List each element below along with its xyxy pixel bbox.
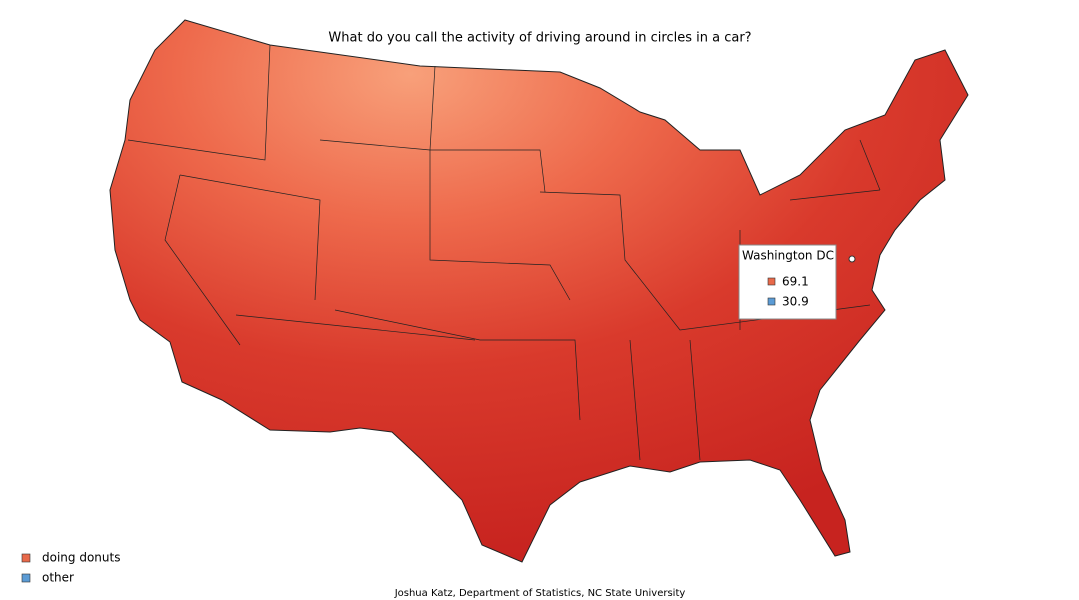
- legend: doing donuts other: [21, 551, 120, 585]
- map-title: What do you call the activity of driving…: [328, 31, 751, 46]
- credit: Joshua Katz, Department of Statistics, N…: [394, 588, 686, 599]
- tooltip-swatch: [767, 297, 776, 306]
- legend-label: other: [42, 571, 74, 585]
- tooltip-value: 69.1: [782, 275, 809, 289]
- legend-swatch: [21, 553, 31, 563]
- legend-label: doing donuts: [42, 551, 120, 565]
- tooltip-value: 30.9: [782, 295, 809, 309]
- legend-swatch: [21, 573, 31, 583]
- tooltip-swatch: [767, 277, 776, 286]
- tooltip-box: [738, 244, 837, 320]
- location-marker[interactable]: [848, 255, 856, 263]
- tooltip-location: Washington DC: [742, 249, 834, 263]
- state-borders: [127, 44, 881, 461]
- us-map: [109, 19, 969, 563]
- tooltip: Washington DC 69.1 30.9: [738, 244, 837, 320]
